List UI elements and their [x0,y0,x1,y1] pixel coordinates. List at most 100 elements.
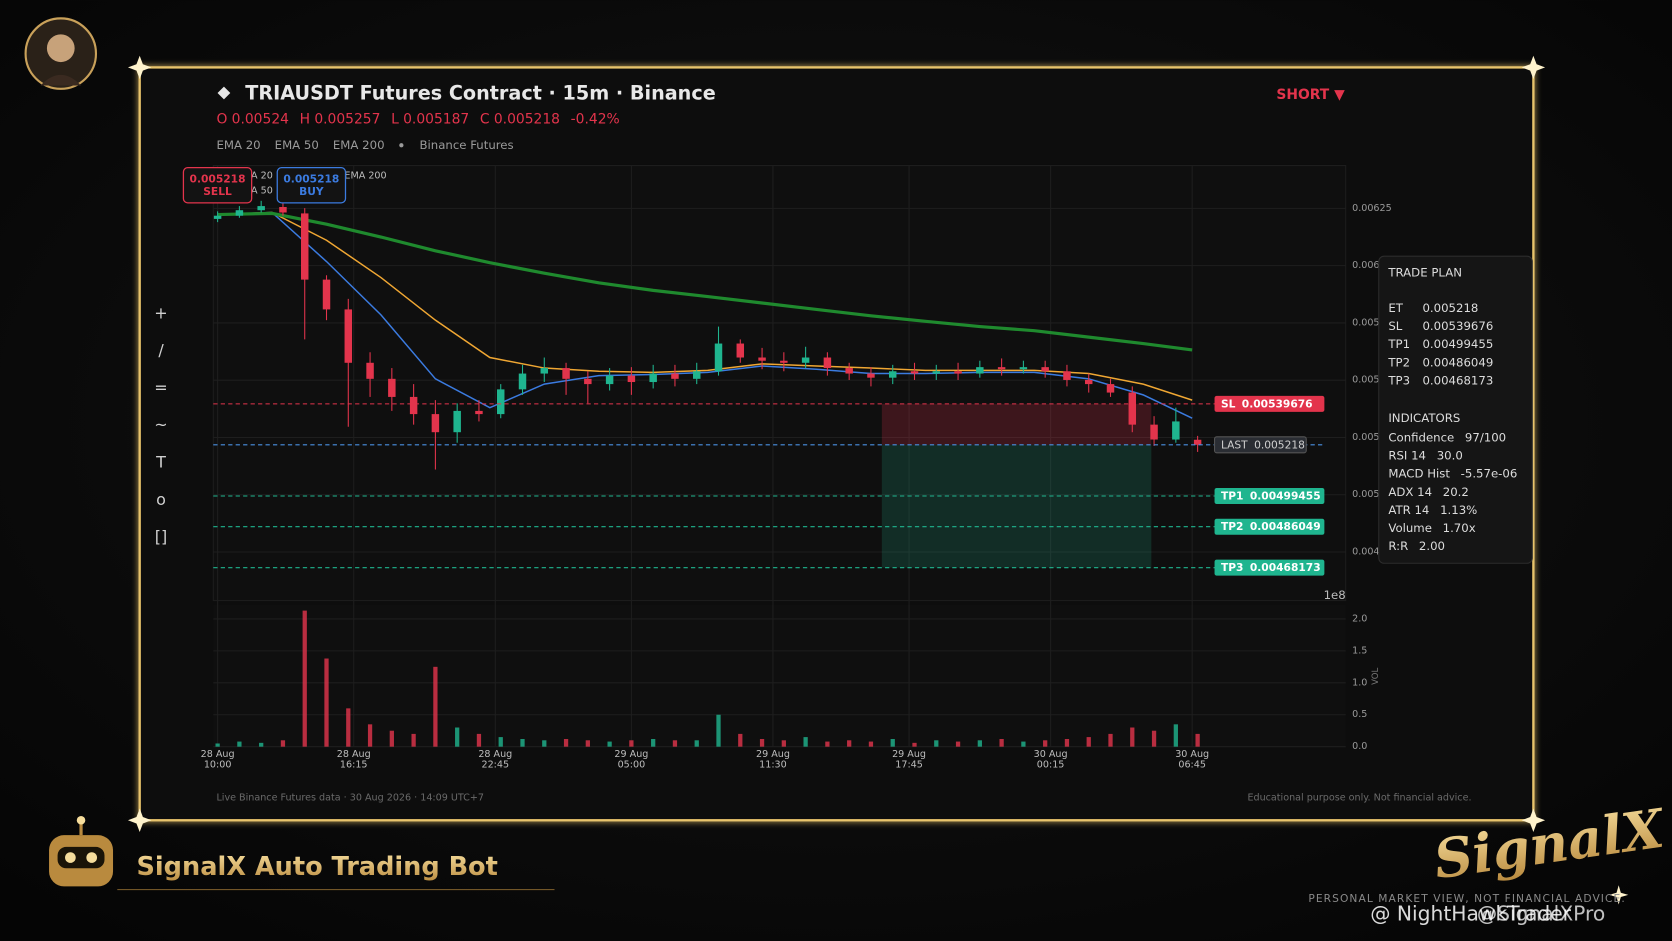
volume-bar [237,741,242,747]
tool-button[interactable]: o [156,490,166,509]
side[interactable]: SHORT ▼ [1276,87,1345,103]
chart-title: TRIAUSDT Futures Contract · 15m · Binanc… [245,82,715,105]
candle-body [496,389,505,415]
level-label: TP2 0.00486049 [1221,520,1321,533]
level-name: TP1 [1221,490,1244,503]
candle-body [649,373,657,383]
y-tick-label: 0.00625 [1352,203,1392,214]
tool-button[interactable]: + [154,303,167,322]
level-value: 0.00486049 [1250,520,1321,533]
plan-value: 0.00468173 [1422,373,1493,387]
x-tick-label: 29 Aug 11:30 [756,749,790,771]
indicator-value: -5.57e-06 [1461,466,1518,480]
level-label: TP3 0.00468173 [1221,561,1321,574]
volume-bar [999,739,1004,747]
volume-bar [781,740,786,747]
tool-button[interactable]: / [158,341,164,360]
quote-side[interactable]: BUY [299,185,324,198]
volume-bar [1108,733,1113,747]
level-value: 0.00539676 [1242,397,1313,410]
quote-box[interactable] [276,167,347,204]
tool-button[interactable]: ~ [154,415,167,434]
indicator: R:R 2.00 [1388,539,1445,553]
indicator-value: 30.0 [1437,448,1463,462]
volume-bar [520,739,525,747]
level-name: LAST [1221,438,1248,451]
plan-value: 0.005218 [1422,301,1478,315]
candle-body [845,368,853,374]
candle-body [213,215,222,219]
volume-bar [1151,730,1157,747]
indicator-label: R:R [1388,539,1408,553]
level-value: 0.005218 [1254,438,1305,451]
ema-line [217,211,1193,401]
candle-body [976,367,984,374]
candle-body [388,378,396,397]
indicator-value: 20.2 [1443,484,1469,498]
x-tick-label: 28 Aug 22:45 [478,749,512,771]
candle-body [300,213,309,280]
watermark-2: @SignalXPro [1477,902,1605,926]
indicators-title: INDICATORS [1388,411,1460,425]
volume-bar [1064,739,1070,747]
tool-button[interactable]: T [155,453,166,472]
candle-body [736,343,745,358]
indicator: RSI 14 30.0 [1388,448,1462,462]
x-tick-label: 30 Aug 00:15 [1034,749,1068,771]
bot-icon [49,815,114,887]
ohlc-value: 0.005218 [494,112,560,128]
volume-bar [890,739,895,747]
quote-price[interactable]: 0.005218 [190,172,246,185]
risk-zone [881,403,1152,445]
ohlc-value: 0.005257 [314,112,380,128]
quote-price[interactable]: 0.005218 [283,172,339,185]
x-offset-label: 1e8 [1324,588,1346,602]
candle-body [322,279,331,310]
candle-body [518,373,527,390]
tool-button[interactable]: = [154,378,167,397]
volume-bar [1195,733,1200,747]
quote-box[interactable] [182,167,253,204]
volume-tick-label: 2.0 [1352,613,1367,624]
level-name: TP2 [1221,520,1244,533]
candle-body [1019,367,1028,370]
volume-bar [476,733,482,747]
avatar-face [46,34,75,63]
volume-bar [302,610,307,747]
volume-bar [585,740,590,747]
volume-bar [803,737,808,747]
y-tick-label: 0.005 [1352,489,1379,500]
footer-right: Educational purpose only. Not financial … [1247,792,1471,803]
reward-zone [881,444,1152,568]
sparkles [127,55,1629,905]
level-badge [1214,518,1325,535]
volume-bar [1086,737,1091,747]
volume-axis-label: VOL [1371,667,1381,684]
volume-bar [672,740,678,747]
volume-bar [563,739,569,747]
plan-label: SL [1388,319,1402,333]
plan-value: 0.00499455 [1422,337,1493,351]
volume-bar [1021,741,1026,747]
level-name: TP3 [1221,561,1244,574]
volume-bar [1130,727,1135,747]
tool-button[interactable]: [] [155,527,167,546]
volume-bar [389,730,394,747]
plan-value: 0.00486049 [1422,355,1493,369]
volume-pane [213,604,1346,747]
quote-side[interactable]: SELL [203,185,232,198]
candle-body [692,371,701,379]
ohlc-label: C [480,112,490,128]
indicator: ATR 14 1.13% [1388,502,1477,516]
ohlc-label: L [391,112,399,128]
candle-body [453,410,461,433]
volume-bar [215,743,220,747]
inner-legend: EMA 50 [237,186,273,197]
volume-bar [1043,740,1048,747]
indicator-value: 1.13% [1440,502,1477,516]
candle-body [1041,367,1049,372]
candle-body [1106,384,1115,393]
level-badge [1214,436,1307,454]
